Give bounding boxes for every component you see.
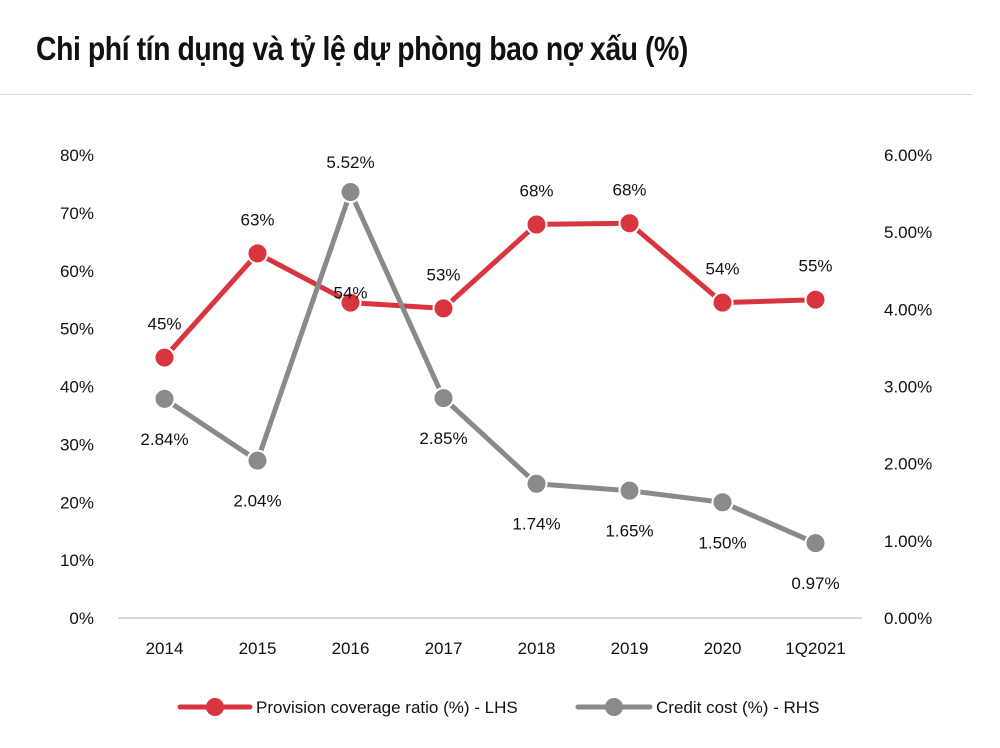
y-right-tick-label: 6.00% <box>884 146 932 165</box>
provision-point <box>339 291 362 314</box>
y-left-tick-label: 40% <box>60 378 94 397</box>
credit-cost-point <box>618 479 641 502</box>
y-right-tick-label: 1.00% <box>884 532 932 551</box>
provision-data-label: 68% <box>519 181 553 200</box>
x-tick-label: 2018 <box>518 639 556 658</box>
chart-title: Chi phí tín dụng và tỷ lệ dự phòng bao n… <box>36 30 688 67</box>
provision-point <box>804 288 827 311</box>
y-left-tick-label: 10% <box>60 551 94 570</box>
provision-point <box>153 346 176 369</box>
provision-point <box>618 212 641 235</box>
provision-data-label: 45% <box>147 315 181 334</box>
y-right-tick-label: 3.00% <box>884 378 932 397</box>
provision-data-label: 53% <box>426 265 460 284</box>
x-tick-label: 2014 <box>146 639 184 658</box>
credit-cost-line <box>162 189 818 546</box>
credit-cost-data-label: 0.97% <box>791 574 839 593</box>
credit-cost-data-label: 2.84% <box>140 430 188 449</box>
y-left-tick-label: 0% <box>69 609 94 628</box>
provision-data-label: 55% <box>798 257 832 276</box>
x-tick-label: 2017 <box>425 639 463 658</box>
credit-cost-data-label: 1.74% <box>512 515 560 534</box>
x-tick-label: 2019 <box>611 639 649 658</box>
legend-credit-cost-swatch-marker <box>605 698 623 716</box>
provision-point <box>525 213 548 236</box>
provision-data-label: 54% <box>705 260 739 279</box>
credit-cost-point <box>153 387 176 410</box>
x-tick-label: 2015 <box>239 639 277 658</box>
credit-cost-point <box>339 181 362 204</box>
provision-point <box>711 291 734 314</box>
provision-point <box>432 297 455 320</box>
y-right-tick-label: 0.00% <box>884 609 932 628</box>
y-right-tick-label: 2.00% <box>884 455 932 474</box>
legend-provision-swatch-marker <box>206 698 224 716</box>
credit-cost-point <box>804 532 827 555</box>
y-left-tick-label: 80% <box>60 146 94 165</box>
title-divider <box>0 94 972 95</box>
credit-cost-data-label: 1.50% <box>698 533 746 552</box>
legend-credit-cost-label: Credit cost (%) - RHS <box>656 698 819 717</box>
credit-cost-point <box>525 472 548 495</box>
credit-cost-data-label: 1.65% <box>605 522 653 541</box>
x-tick-label: 1Q2021 <box>785 639 846 658</box>
credit-cost-point <box>246 449 269 472</box>
y-left-tick-label: 70% <box>60 204 94 223</box>
provision-data-label: 54% <box>333 284 367 303</box>
y-left-tick-label: 20% <box>60 493 94 512</box>
credit-cost-data-label: 2.85% <box>419 429 467 448</box>
x-tick-label: 2016 <box>332 639 370 658</box>
credit-cost-point <box>711 491 734 514</box>
provision-data-label: 63% <box>240 210 274 229</box>
credit-cost-data-label: 5.52% <box>326 153 374 172</box>
provision-point <box>246 242 269 265</box>
credit-cost-data-label: 2.04% <box>233 492 281 511</box>
credit-cost-point <box>432 387 455 410</box>
y-left-tick-label: 60% <box>60 262 94 281</box>
provision-line <box>162 220 818 361</box>
legend-provision-label: Provision coverage ratio (%) - LHS <box>256 698 518 717</box>
provision-data-label: 68% <box>612 180 646 199</box>
y-left-tick-label: 50% <box>60 320 94 339</box>
y-right-tick-label: 4.00% <box>884 300 932 319</box>
y-left-tick-label: 30% <box>60 435 94 454</box>
y-right-tick-label: 5.00% <box>884 223 932 242</box>
x-tick-label: 2020 <box>704 639 742 658</box>
